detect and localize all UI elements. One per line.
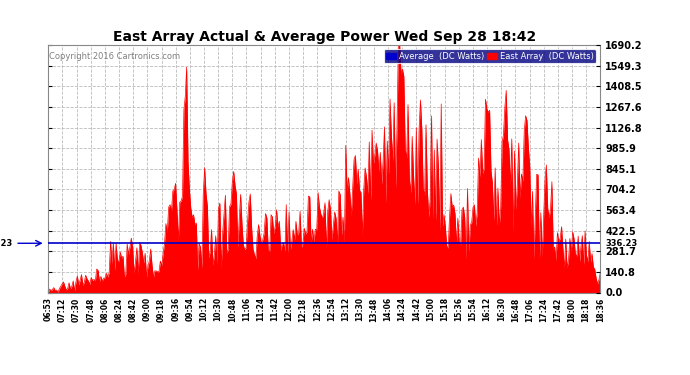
Text: Copyright 2016 Cartronics.com: Copyright 2016 Cartronics.com — [50, 53, 181, 62]
Text: 336.23: 336.23 — [0, 239, 12, 248]
Title: East Array Actual & Average Power Wed Sep 28 18:42: East Array Actual & Average Power Wed Se… — [112, 30, 536, 44]
Legend: Average  (DC Watts), East Array  (DC Watts): Average (DC Watts), East Array (DC Watts… — [384, 49, 596, 63]
Text: 336.23: 336.23 — [606, 239, 638, 248]
